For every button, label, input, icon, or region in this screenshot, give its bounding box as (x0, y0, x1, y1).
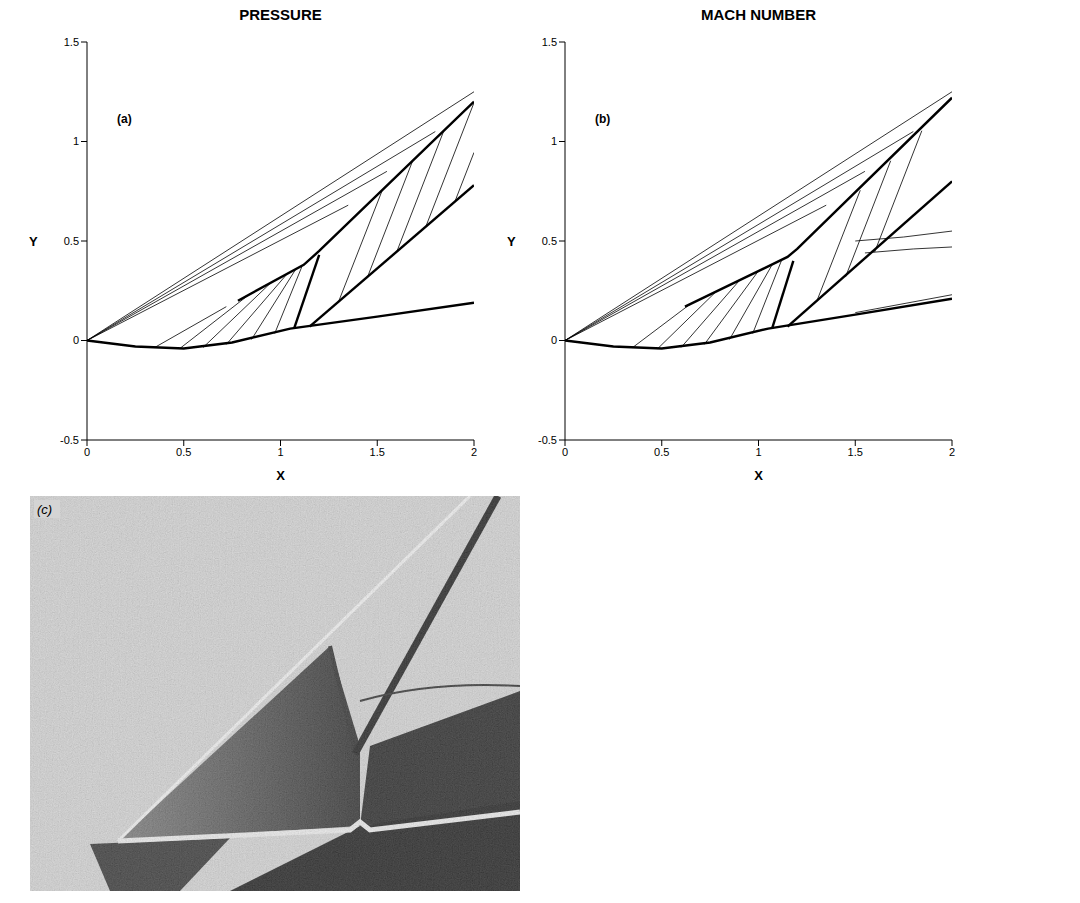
svg-text:0.5: 0.5 (64, 235, 79, 247)
svg-text:1.5: 1.5 (370, 446, 385, 458)
svg-text:1: 1 (73, 135, 79, 147)
svg-text:(c): (c) (37, 502, 52, 517)
svg-text:0: 0 (73, 334, 79, 346)
html-text:PRESSURE: PRESSURE (239, 6, 322, 23)
svg-text:0: 0 (551, 334, 557, 346)
svg-text:-0.5: -0.5 (60, 434, 79, 446)
html-text:(a): (a) (117, 112, 132, 126)
svg-text:1.5: 1.5 (848, 446, 863, 458)
svg-text:0: 0 (84, 446, 90, 458)
svg-text:1.5: 1.5 (64, 36, 79, 48)
svg-text:X: X (276, 468, 285, 483)
svg-text:Y: Y (29, 234, 38, 249)
svg-text:X: X (754, 468, 763, 483)
svg-text:1: 1 (551, 135, 557, 147)
svg-text:0.5: 0.5 (654, 446, 669, 458)
svg-text:1.5: 1.5 (542, 36, 557, 48)
svg-text:2: 2 (471, 446, 477, 458)
svg-text:0.5: 0.5 (176, 446, 191, 458)
html-text:MACH NUMBER: MACH NUMBER (701, 6, 816, 23)
svg-text:1: 1 (755, 446, 761, 458)
html-text:(b): (b) (595, 112, 611, 126)
svg-text:2: 2 (949, 446, 955, 458)
svg-text:-0.5: -0.5 (538, 434, 557, 446)
svg-text:1: 1 (277, 446, 283, 458)
svg-text:Y: Y (507, 234, 516, 249)
svg-text:0.5: 0.5 (542, 235, 557, 247)
svg-text:0: 0 (562, 446, 568, 458)
